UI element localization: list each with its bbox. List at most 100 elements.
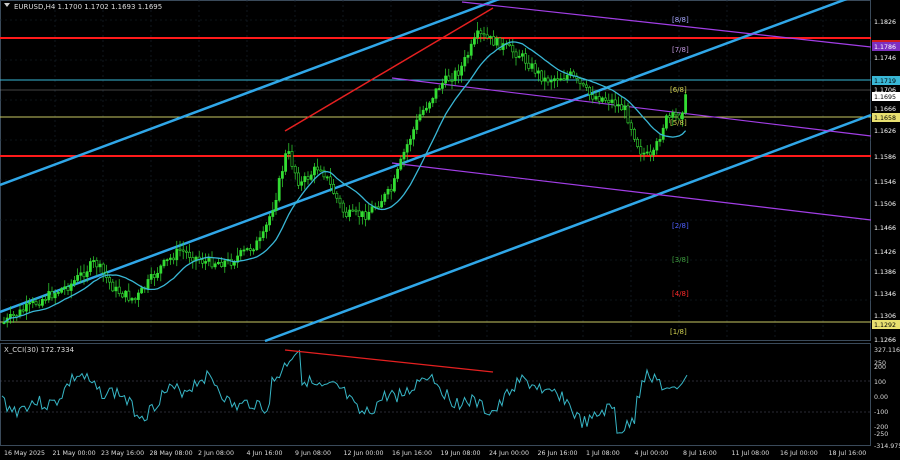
candle [133, 296, 137, 304]
price-tick: 1.1746 [874, 55, 896, 62]
regression-lower[interactable] [391, 162, 872, 221]
candle [149, 267, 153, 285]
price-tick: 1.1586 [874, 154, 896, 161]
candle [264, 222, 268, 239]
candle [287, 143, 291, 160]
candle [223, 258, 227, 273]
price-tick: 1.1626 [874, 128, 896, 135]
candle [546, 75, 550, 86]
candle [296, 167, 300, 189]
candle [98, 260, 102, 273]
candle [412, 126, 416, 147]
price-tick: 1.1426 [874, 249, 896, 256]
cci-tick: -314.975 [874, 443, 900, 450]
price-tick: 1.1719 [872, 76, 900, 85]
price-tick: 1.1546 [874, 179, 896, 186]
divergence-line-cci[interactable] [284, 349, 494, 373]
svg-text:1.1658: 1.1658 [874, 115, 896, 122]
price-tick: 1.1695 [872, 92, 900, 101]
candle [498, 37, 502, 51]
candle [12, 311, 16, 323]
divergence-line-price[interactable] [284, 7, 494, 132]
candle [159, 264, 163, 282]
candle [34, 298, 38, 307]
svg-text:1.1706: 1.1706 [874, 87, 896, 94]
svg-text:1.1346: 1.1346 [874, 291, 896, 298]
candle [127, 283, 131, 303]
regression-upper[interactable] [461, 1, 872, 48]
candle [101, 262, 105, 282]
cci-tick: 0.00 [874, 394, 888, 401]
candle [364, 203, 368, 227]
candle [652, 147, 656, 161]
time-tick: 26 Jun 16:00 [538, 450, 578, 457]
candle [21, 304, 25, 314]
channel-lower-line[interactable] [264, 113, 872, 343]
candle [476, 21, 480, 44]
price-tick: 1.1466 [874, 225, 896, 232]
candle [341, 200, 345, 218]
cci-tick: -100 [874, 409, 888, 416]
svg-text:1.1826: 1.1826 [874, 19, 896, 26]
candle [655, 137, 659, 155]
time-tick: 24 Jun 00:00 [489, 450, 529, 457]
candle [463, 49, 467, 72]
candle [290, 144, 294, 170]
candle [172, 252, 176, 265]
price-tick: 1.1386 [874, 269, 896, 276]
candle [639, 139, 643, 162]
candle [677, 112, 681, 122]
cci-tick: 327.116 [874, 347, 900, 354]
candle [95, 257, 99, 276]
candle [584, 79, 588, 91]
candle [450, 73, 454, 90]
candle [309, 170, 313, 182]
candle [2, 316, 6, 325]
cci-tick: -200 [874, 424, 888, 431]
candle [255, 236, 259, 252]
candle [325, 175, 329, 181]
regression-middle[interactable] [391, 77, 872, 137]
svg-text:1.1746: 1.1746 [874, 55, 896, 62]
candle [332, 178, 336, 195]
chevron-down-icon[interactable] [4, 3, 10, 7]
price-tick: 1.1826 [874, 19, 896, 26]
time-tick: 19 Jun 08:00 [441, 450, 481, 457]
time-tick: 18 Jul 16:00 [829, 450, 867, 457]
svg-text:1.1386: 1.1386 [874, 269, 896, 276]
price-tick: 1.1292 [872, 320, 900, 329]
candle [322, 166, 326, 180]
candle [552, 75, 556, 89]
candle [466, 51, 470, 64]
candle [108, 275, 112, 290]
cci-tick: -250 [874, 431, 888, 438]
candle [444, 68, 448, 88]
candle [623, 99, 627, 119]
candle [351, 204, 355, 212]
candle [63, 280, 67, 295]
candle [588, 85, 592, 101]
candle [543, 70, 547, 90]
candle [549, 75, 553, 90]
candle [594, 90, 598, 102]
candle [252, 247, 256, 255]
candle [472, 32, 476, 48]
channel-upper-line[interactable] [0, 0, 510, 187]
candle [24, 295, 28, 320]
price-tick: 1.1666 [874, 106, 896, 113]
candle [357, 202, 361, 225]
level-tag-green: [3/8] [672, 256, 689, 264]
indicator-panel [0, 343, 871, 446]
cci-line [1, 349, 688, 434]
channel-middle-line[interactable] [0, 0, 871, 314]
candle [338, 195, 342, 209]
candle [648, 144, 652, 162]
candle [293, 164, 297, 180]
candle [162, 258, 166, 269]
candle [44, 295, 48, 304]
svg-text:1.1719: 1.1719 [874, 78, 896, 85]
level-tag-purple: [7/8] [672, 46, 689, 54]
cci-tick: 250 [874, 360, 886, 367]
candle [642, 147, 646, 161]
